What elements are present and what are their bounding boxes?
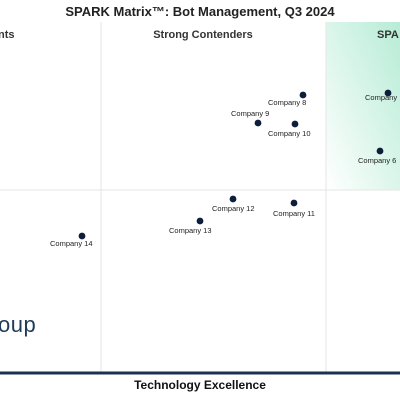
data-label-company-9: Company 9 xyxy=(231,109,269,118)
x-axis-title: Technology Excellence xyxy=(0,378,400,392)
data-point-company xyxy=(384,89,392,97)
data-label-company-10: Company 10 xyxy=(268,129,311,138)
data-point-company-13 xyxy=(196,217,204,225)
leader-quadrant-background xyxy=(326,22,400,190)
data-label-company: Company xyxy=(365,93,397,102)
data-point-company-10 xyxy=(291,120,299,128)
quadrant-label-top-left: nts xyxy=(0,29,15,41)
chart-title-text: SPARK Matrix™: Bot Management, Q3 2024 xyxy=(65,4,335,19)
data-point-company-14 xyxy=(78,232,86,240)
points-layer: Company 8 Company 9 Company 10 Company Compa… xyxy=(50,89,397,248)
logo-wordmark-text: oup xyxy=(0,312,37,337)
data-label-company-13: Company 13 xyxy=(169,226,212,235)
x-axis-title-text: Technology Excellence xyxy=(134,378,266,392)
data-point-company-11 xyxy=(290,199,298,207)
logo-wordmark: oup xyxy=(0,312,36,338)
chart-title: SPARK Matrix™: Bot Management, Q3 2024 xyxy=(0,4,400,19)
data-label-company-11: Company 11 xyxy=(273,209,315,218)
data-point-company-9 xyxy=(254,119,262,127)
data-label-company-6: Company 6 xyxy=(358,156,396,165)
data-label-company-12: Company 12 xyxy=(212,204,255,213)
data-point-company-12 xyxy=(229,195,237,203)
quadrant-label-top-middle: Strong Contenders xyxy=(153,29,253,41)
quadrant-label-top-right: SPA xyxy=(377,29,399,41)
data-point-company-6 xyxy=(376,147,384,155)
data-label-company-8: Company 8 xyxy=(268,98,306,107)
data-point-company-8 xyxy=(299,91,307,99)
data-label-company-14: Company 14 xyxy=(50,239,93,248)
